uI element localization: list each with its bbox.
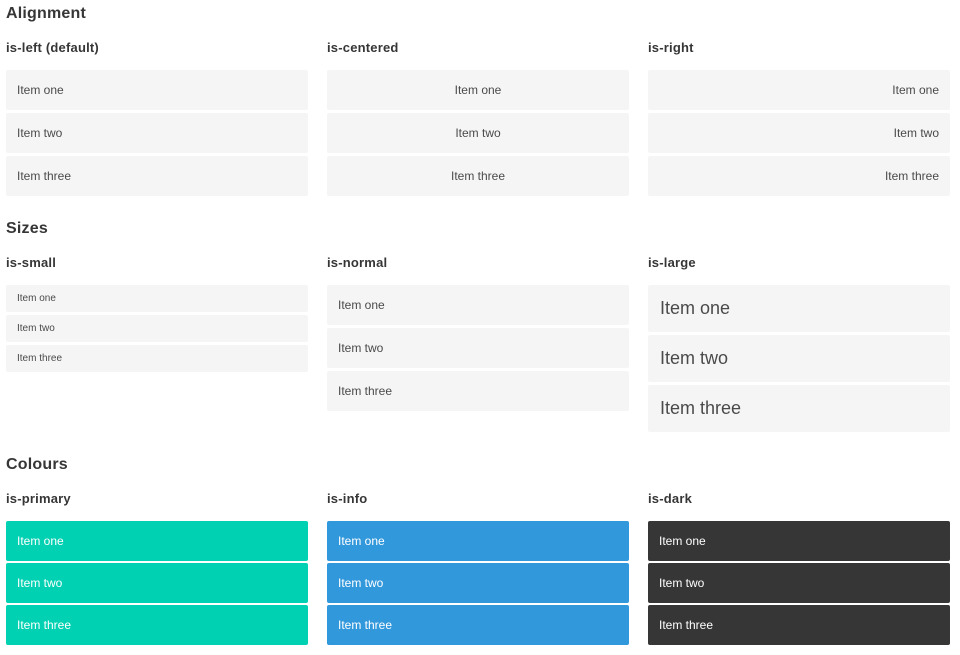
group-is-info: is-info Item one Item two Item three — [327, 491, 629, 647]
group-is-small: is-small Item one Item two Item three — [6, 255, 308, 375]
list-item: Item one — [648, 70, 950, 110]
list-item: Item three — [6, 156, 308, 196]
list-item: Item two — [648, 563, 950, 603]
list-item: Item one — [648, 521, 950, 561]
list-item: Item three — [6, 345, 308, 372]
group-is-left: is-left (default) Item one Item two Item… — [6, 40, 308, 199]
list-item: Item two — [6, 113, 308, 153]
list-item: Item two — [648, 113, 950, 153]
group-is-primary: is-primary Item one Item two Item three — [6, 491, 308, 647]
list-item: Item one — [6, 521, 308, 561]
list-item: Item three — [327, 605, 629, 645]
group-label: is-primary — [6, 491, 71, 506]
group-is-dark: is-dark Item one Item two Item three — [648, 491, 950, 647]
list-item: Item three — [327, 371, 629, 411]
group-is-normal: is-normal Item one Item two Item three — [327, 255, 629, 414]
list-item: Item two — [327, 113, 629, 153]
group-is-centered: is-centered Item one Item two Item three — [327, 40, 629, 199]
list-item: Item three — [6, 605, 308, 645]
list-item: Item one — [6, 285, 308, 312]
section-colours: Colours is-primary Item one Item two Ite… — [6, 455, 950, 647]
group-label: is-left (default) — [6, 40, 99, 55]
group-label: is-right — [648, 40, 694, 55]
group-label: is-small — [6, 255, 57, 270]
group-label: is-dark — [648, 491, 693, 506]
group-label: is-centered — [327, 40, 399, 55]
list-item: Item three — [327, 156, 629, 196]
list-item: Item three — [648, 385, 950, 432]
section-alignment: Alignment is-left (default) Item one Ite… — [6, 4, 950, 199]
list-item: Item three — [648, 605, 950, 645]
list-item: Item three — [648, 156, 950, 196]
list-item: Item one — [327, 70, 629, 110]
section-columns: is-small Item one Item two Item three is… — [6, 255, 950, 435]
section-title: Colours — [6, 456, 68, 473]
list-item: Item one — [648, 285, 950, 332]
section-columns: is-left (default) Item one Item two Item… — [6, 40, 950, 199]
list-item: Item two — [327, 328, 629, 368]
section-columns: is-primary Item one Item two Item three … — [6, 491, 950, 647]
group-is-large: is-large Item one Item two Item three — [648, 255, 950, 435]
group-label: is-info — [327, 491, 368, 506]
list-item: Item two — [648, 335, 950, 382]
list-item: Item two — [6, 563, 308, 603]
section-title: Sizes — [6, 220, 48, 237]
section-sizes: Sizes is-small Item one Item two Item th… — [6, 219, 950, 435]
list-item: Item two — [327, 563, 629, 603]
list-item: Item one — [327, 521, 629, 561]
list-item: Item one — [6, 70, 308, 110]
list-item: Item two — [6, 315, 308, 342]
list-item: Item one — [327, 285, 629, 325]
group-is-right: is-right Item one Item two Item three — [648, 40, 950, 199]
group-label: is-large — [648, 255, 696, 270]
group-label: is-normal — [327, 255, 388, 270]
section-title: Alignment — [6, 5, 87, 22]
